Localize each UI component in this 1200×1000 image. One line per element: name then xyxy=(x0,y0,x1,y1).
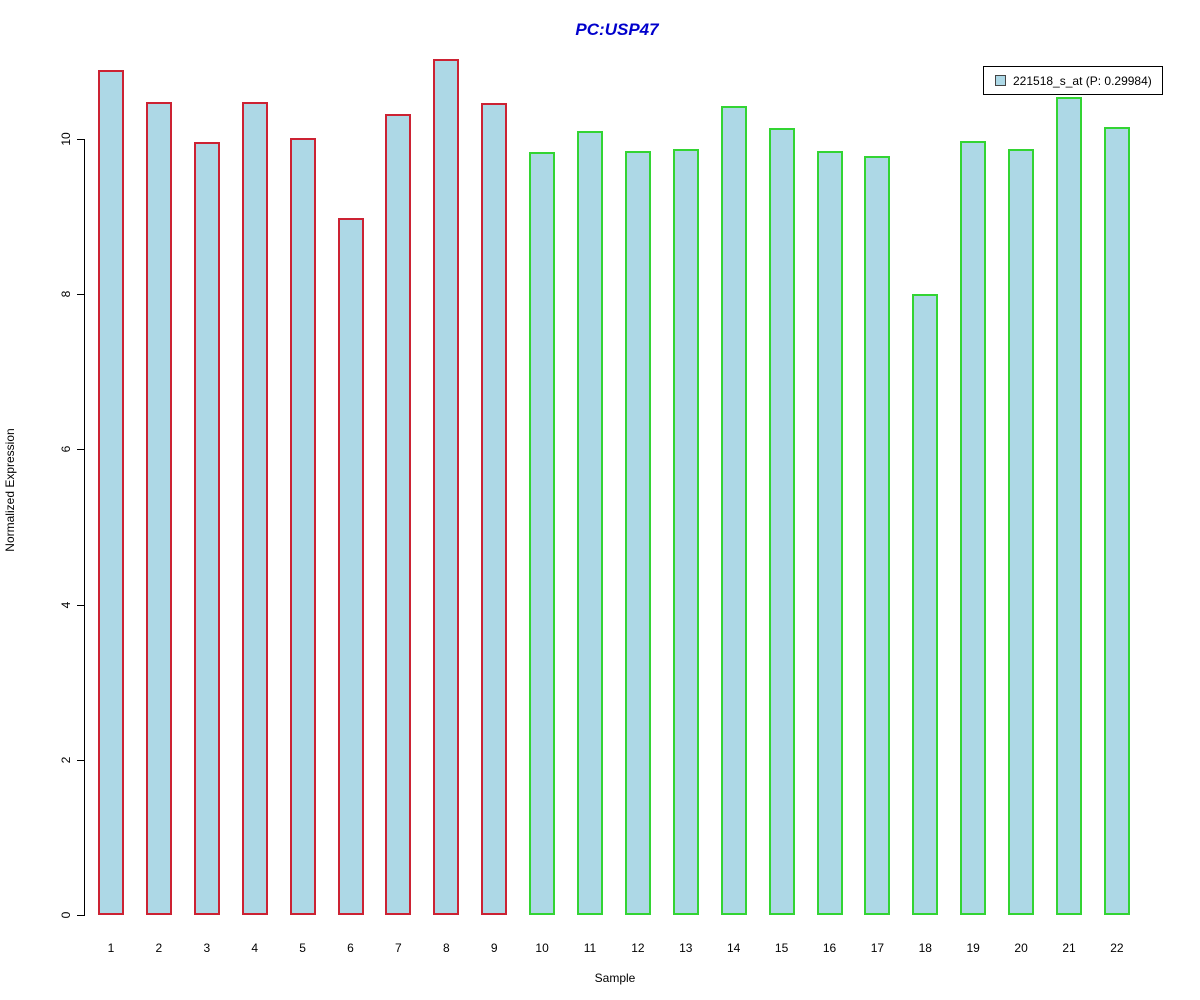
bar-sample-8 xyxy=(433,59,459,915)
x-tick-label: 9 xyxy=(490,941,498,955)
bar-sample-20 xyxy=(1008,149,1034,915)
bar-sample-6 xyxy=(338,218,364,915)
x-tick-label: 8 xyxy=(442,941,450,955)
bar-sample-16 xyxy=(817,151,843,915)
x-tick-label: 16 xyxy=(822,941,837,955)
y-tick-label: 4 xyxy=(59,601,73,608)
bar-sample-13 xyxy=(673,149,699,915)
x-tick-label: 4 xyxy=(251,941,259,955)
x-tick-label: 14 xyxy=(727,941,741,955)
bar-sample-22 xyxy=(1104,127,1130,915)
bar-sample-17 xyxy=(864,156,890,915)
legend-label: 221518_s_at (P: 0.29984) xyxy=(1013,73,1152,88)
legend-box: 221518_s_at (P: 0.29984) xyxy=(983,66,1163,95)
chart-title: PC:USP47 xyxy=(575,20,659,39)
x-tick-label: 21 xyxy=(1062,941,1076,955)
bar-sample-4 xyxy=(242,102,268,915)
y-tick-mark xyxy=(77,604,84,606)
legend-swatch-icon xyxy=(995,75,1006,86)
x-tick-label: 15 xyxy=(774,941,789,955)
x-tick-label: 13 xyxy=(679,941,693,955)
y-tick-label: 0 xyxy=(59,911,73,919)
y-axis-line xyxy=(84,139,85,916)
bar-sample-5 xyxy=(290,138,316,915)
bar-sample-18 xyxy=(912,294,938,915)
y-tick-label: 8 xyxy=(59,290,73,298)
x-tick-label: 5 xyxy=(299,941,306,955)
bar-sample-7 xyxy=(385,114,411,915)
bar-sample-1 xyxy=(98,70,124,915)
y-tick-label: 6 xyxy=(59,446,73,453)
y-tick-mark xyxy=(77,449,84,451)
bar-sample-10 xyxy=(529,152,555,915)
x-tick-label: 3 xyxy=(203,941,211,955)
x-tick-label: 18 xyxy=(918,941,932,955)
x-tick-label: 20 xyxy=(1014,941,1028,955)
x-tick-label: 22 xyxy=(1110,941,1124,955)
x-axis-title: Sample xyxy=(594,971,636,985)
bar-sample-9 xyxy=(481,103,507,915)
x-tick-label: 6 xyxy=(347,941,354,955)
bar-sample-21 xyxy=(1056,97,1082,915)
y-tick-label: 10 xyxy=(59,132,73,146)
bar-sample-2 xyxy=(146,102,172,915)
y-tick-mark xyxy=(77,759,84,761)
bar-sample-19 xyxy=(960,141,986,915)
x-tick-label: 10 xyxy=(535,941,549,955)
y-tick-mark xyxy=(77,915,84,916)
x-tick-label: 7 xyxy=(395,941,402,955)
bar-sample-14 xyxy=(721,106,747,915)
y-tick-label: 2 xyxy=(59,756,73,764)
x-tick-label: 11 xyxy=(583,941,597,955)
x-tick-label: 19 xyxy=(966,941,980,955)
x-tick-label: 17 xyxy=(870,941,885,955)
x-tick-label: 1 xyxy=(107,941,115,955)
bar-sample-11 xyxy=(577,131,603,915)
bar-sample-15 xyxy=(769,128,795,915)
bar-sample-3 xyxy=(194,142,220,915)
x-tick-label: 2 xyxy=(155,941,163,955)
y-tick-mark xyxy=(77,294,84,296)
x-tick-label: 12 xyxy=(631,941,645,955)
y-axis-title: Normalized Expression xyxy=(3,428,17,552)
y-tick-mark xyxy=(77,139,84,140)
bar-sample-12 xyxy=(625,151,651,915)
